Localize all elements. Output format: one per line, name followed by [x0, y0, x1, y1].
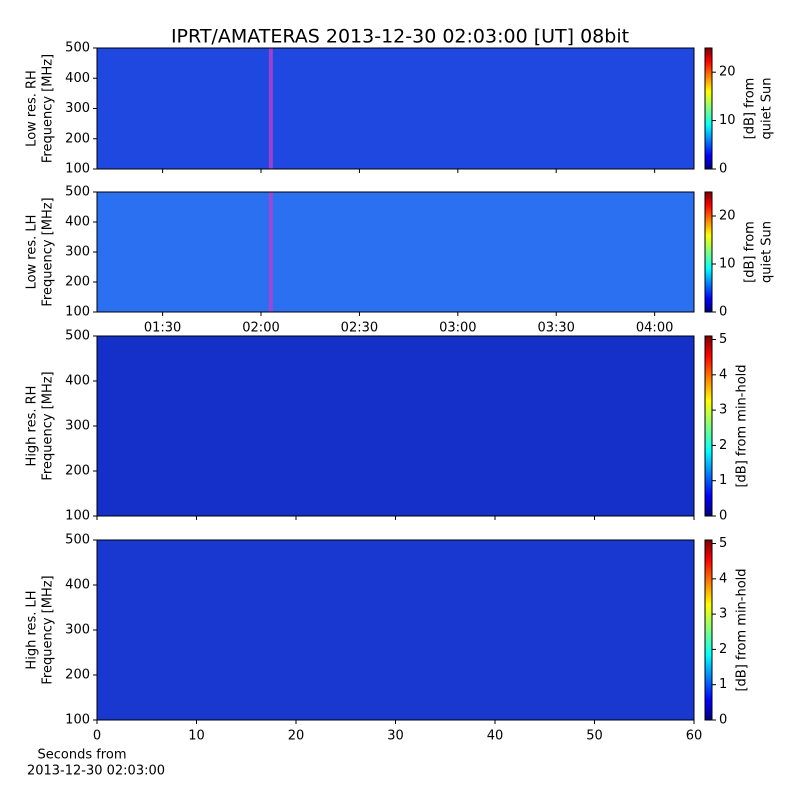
y-axis-label: Frequency [MHz] — [41, 371, 56, 480]
y-tick-label: 200 — [65, 275, 90, 290]
colorbar-tick-label: 3 — [719, 607, 727, 622]
y-tick-label: 500 — [65, 533, 90, 548]
x-tick-label: 03:30 — [537, 321, 574, 336]
x-tick-label: 01:30 — [144, 321, 181, 336]
x-tick-label: 50 — [586, 729, 603, 744]
colorbar-tick-label: 2 — [719, 438, 727, 453]
colorbar — [704, 47, 713, 170]
y-tick-label: 400 — [65, 71, 90, 86]
spectrogram-image — [97, 192, 694, 312]
y-tick-label: 200 — [65, 668, 90, 683]
y-tick-label: 200 — [65, 131, 90, 146]
colorbar-label: [dB] from — [743, 221, 758, 283]
y-axis-label: Frequency [MHz] — [41, 197, 56, 306]
colorbar-tick-label: 1 — [719, 473, 727, 488]
time-marker — [268, 48, 273, 169]
x-axis-label: 2013-12-30 02:03:00 — [27, 764, 165, 779]
colorbar-label: [dB] from min-hold — [735, 364, 750, 487]
x-tick-label: 30 — [387, 729, 404, 744]
x-tick-label: 40 — [487, 729, 504, 744]
y-tick-label: 300 — [65, 101, 90, 116]
colorbar-label: quiet Sun — [760, 221, 775, 283]
y-tick-label: 400 — [65, 374, 90, 389]
colorbar — [704, 191, 713, 313]
y-tick-label: 500 — [65, 41, 90, 56]
y-tick-label: 300 — [65, 245, 90, 260]
colorbar-tick-label: 10 — [719, 257, 736, 272]
y-tick-label: 500 — [65, 329, 90, 344]
colorbar-tick-label: 20 — [719, 65, 736, 80]
y-axis-label: Low res. RH — [25, 70, 40, 147]
y-axis-label: Frequency [MHz] — [41, 54, 56, 163]
colorbar-tick-label: 2 — [719, 642, 727, 657]
colorbar-tick-label: 0 — [719, 305, 727, 320]
y-axis-label: High res. LH — [25, 590, 40, 669]
colorbar-tick-label: 0 — [719, 509, 727, 524]
y-tick-label: 400 — [65, 578, 90, 593]
x-axis-label: Seconds from — [37, 748, 126, 763]
x-tick-label: 03:00 — [439, 321, 476, 336]
x-tick-label: 10 — [188, 729, 205, 744]
time-marker — [268, 192, 273, 312]
y-axis-label: Low res. LH — [25, 215, 40, 290]
figure-title: IPRT/AMATERAS 2013-12-30 02:03:00 [UT] 0… — [171, 26, 629, 48]
y-axis-label: High res. RH — [25, 386, 40, 467]
y-tick-label: 100 — [65, 713, 90, 728]
colorbar-tick-label: 5 — [719, 332, 727, 347]
x-tick-label: 02:00 — [242, 321, 279, 336]
colorbar-tick-label: 4 — [719, 367, 727, 382]
x-tick-label: 0 — [93, 729, 101, 744]
y-tick-label: 100 — [65, 162, 90, 177]
colorbar-label: [dB] from — [743, 78, 758, 140]
colorbar-tick-label: 10 — [719, 113, 736, 128]
y-tick-label: 100 — [65, 509, 90, 524]
y-tick-label: 400 — [65, 215, 90, 230]
x-tick-label: 02:30 — [341, 321, 378, 336]
spectrogram-image — [97, 336, 694, 516]
y-tick-label: 300 — [65, 623, 90, 638]
y-tick-label: 300 — [65, 419, 90, 434]
spectrogram-image — [97, 540, 694, 720]
colorbar-label: [dB] from min-hold — [735, 568, 750, 691]
colorbar-tick-label: 3 — [719, 403, 727, 418]
colorbar-tick-label: 0 — [719, 162, 727, 177]
y-tick-label: 500 — [65, 185, 90, 200]
x-tick-label: 04:00 — [636, 321, 673, 336]
colorbar-tick-label: 0 — [719, 713, 727, 728]
y-tick-label: 100 — [65, 305, 90, 320]
colorbar — [704, 335, 713, 517]
colorbar-tick-label: 20 — [719, 209, 736, 224]
x-tick-label: 60 — [686, 729, 703, 744]
y-axis-label: Frequency [MHz] — [41, 575, 56, 684]
colorbar-tick-label: 1 — [719, 677, 727, 692]
spectrogram-image — [97, 48, 694, 169]
x-tick-label: 20 — [288, 729, 305, 744]
colorbar-tick-label: 4 — [719, 571, 727, 586]
colorbar-tick-label: 5 — [719, 536, 727, 551]
colorbar-label: quiet Sun — [760, 77, 775, 139]
colorbar — [704, 539, 713, 721]
y-tick-label: 200 — [65, 464, 90, 479]
